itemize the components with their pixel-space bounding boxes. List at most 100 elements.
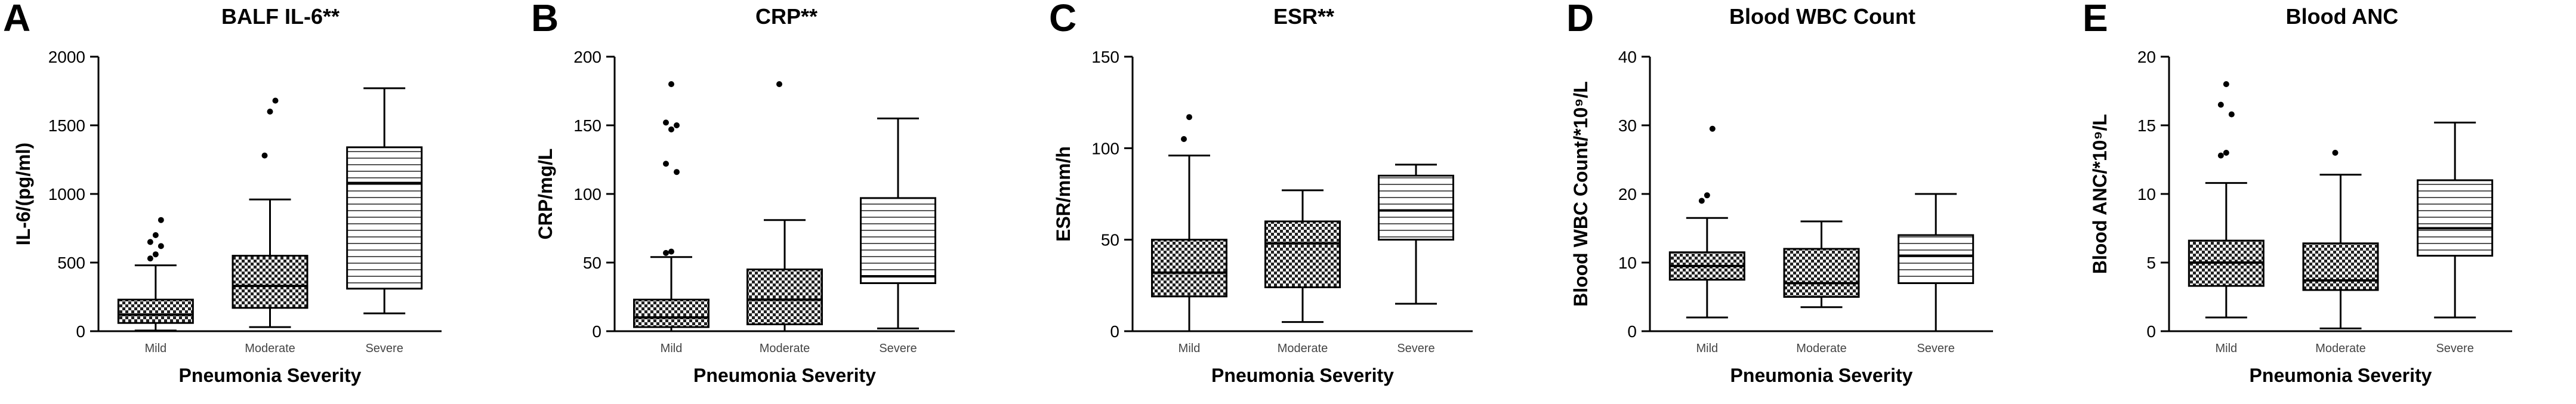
y-tick-label: 0 xyxy=(592,322,601,341)
outlier-point xyxy=(663,119,669,126)
x-axis-title: Pneumonia Severity xyxy=(693,365,876,386)
y-tick-label: 5 xyxy=(2146,254,2156,272)
category-label: Severe xyxy=(2436,342,2473,355)
y-tick-label: 10 xyxy=(1618,254,1637,272)
box-body xyxy=(1151,239,1227,298)
outlier-point xyxy=(1709,125,1716,132)
box-mild xyxy=(1151,114,1227,332)
category-label: Mild xyxy=(1696,342,1718,355)
outlier-point xyxy=(674,122,680,128)
y-axis-title: CRP/mg/L xyxy=(535,149,556,240)
outlier-point xyxy=(158,243,164,249)
panel-title: BALF IL-6** xyxy=(221,4,340,29)
outlier-point xyxy=(1704,192,1710,199)
y-tick-label: 0 xyxy=(76,322,85,341)
box-severe xyxy=(860,118,936,329)
y-tick-label: 0 xyxy=(2146,322,2156,341)
outlier-point xyxy=(267,109,273,115)
outlier-point xyxy=(2228,111,2235,118)
panel-d: D Blood WBC Count 0 10 20 30 40 Blood WBC Count… xyxy=(1566,0,1993,386)
box-moderate xyxy=(2302,150,2379,329)
outlier-point xyxy=(147,239,153,245)
outlier-point xyxy=(152,251,159,258)
y-tick-label: 10 xyxy=(2137,185,2156,203)
y-tick-label: 30 xyxy=(1618,116,1637,135)
panel-letter: D xyxy=(1566,0,1594,39)
box-moderate xyxy=(232,97,308,328)
y-tick-label: 2000 xyxy=(48,48,85,66)
outlier-point xyxy=(152,232,159,238)
y-tick-label: 0 xyxy=(1627,322,1637,341)
y-tick-label: 20 xyxy=(1618,185,1637,203)
box-body xyxy=(633,298,709,328)
box-body xyxy=(1264,220,1341,288)
box-body xyxy=(860,197,936,284)
y-tick-label: 50 xyxy=(1101,231,1119,249)
box-severe xyxy=(346,87,423,314)
box-mild xyxy=(1668,125,1745,319)
y-axis-title: IL-6/(pg/ml) xyxy=(13,143,34,245)
category-label: Moderate xyxy=(760,342,810,355)
y-tick-label: 500 xyxy=(57,254,85,272)
panel-c: C ESR** 0 50 100 150 ESR/mm/h Pneumonia Severit… xyxy=(1049,0,1473,386)
y-tick-label: 150 xyxy=(573,116,601,135)
category-label: Moderate xyxy=(245,342,295,355)
box-body xyxy=(232,255,308,309)
y-tick-label: 1500 xyxy=(48,116,85,135)
box-mild xyxy=(633,81,709,332)
outlier-point xyxy=(663,249,669,256)
box-body xyxy=(2417,179,2494,257)
y-tick-label: 0 xyxy=(1110,322,1119,341)
outlier-point xyxy=(2217,101,2224,108)
category-label: Severe xyxy=(879,342,917,355)
box-body xyxy=(746,269,823,325)
box-body xyxy=(346,146,423,290)
category-label: Severe xyxy=(365,342,403,355)
y-axis-title: Blood ANC/*10⁹/L xyxy=(2089,114,2111,274)
y-tick-label: 50 xyxy=(583,254,601,272)
panel-letter: A xyxy=(3,0,30,39)
category-label: Severe xyxy=(1397,342,1434,355)
y-tick-label: 1000 xyxy=(48,185,85,203)
outlier-point xyxy=(668,81,674,87)
y-tick-label: 15 xyxy=(2137,116,2156,135)
panel-letter: B xyxy=(531,0,559,39)
outlier-point xyxy=(1181,136,1187,142)
outlier-point xyxy=(2223,81,2229,87)
outlier-point xyxy=(776,81,782,87)
x-axis-title: Pneumonia Severity xyxy=(1730,365,1913,386)
y-tick-label: 100 xyxy=(1091,139,1119,158)
outlier-point xyxy=(1186,114,1192,121)
box-body xyxy=(2302,242,2379,291)
x-axis-title: Pneumonia Severity xyxy=(2250,365,2432,386)
box-body xyxy=(1898,234,1975,284)
x-axis-title: Pneumonia Severity xyxy=(179,365,362,386)
outlier-point xyxy=(261,152,268,159)
y-tick-label: 40 xyxy=(1618,48,1637,66)
panel-a: A BALF IL-6** 0 500 1000 1500 2000 IL-6/(pg/ml)… xyxy=(3,0,442,386)
box-body xyxy=(1783,248,1860,298)
outlier-point xyxy=(674,169,680,175)
y-tick-label: 200 xyxy=(573,48,601,66)
panel-b: B CRP** 0 50 100 150 200 CRP/mg/L Pneumonia Seve… xyxy=(531,0,955,386)
category-label: Mild xyxy=(1179,342,1201,355)
box-body xyxy=(1378,174,1454,241)
y-axis-title: ESR/mm/h xyxy=(1053,146,1074,242)
y-tick-label: 100 xyxy=(573,185,601,203)
x-axis-title: Pneumonia Severity xyxy=(1211,365,1394,386)
box-severe xyxy=(2417,121,2494,319)
y-tick-label: 150 xyxy=(1091,48,1119,66)
box-moderate xyxy=(1783,220,1860,309)
box-mild xyxy=(2188,81,2265,319)
outlier-point xyxy=(2217,152,2224,159)
outlier-point xyxy=(1698,198,1705,204)
box-body xyxy=(117,298,194,324)
category-label: Mild xyxy=(144,342,166,355)
category-label: Moderate xyxy=(1796,342,1847,355)
panel-title: CRP** xyxy=(755,4,817,29)
category-label: Moderate xyxy=(1278,342,1328,355)
panel-letter: E xyxy=(2083,0,2108,39)
outlier-point xyxy=(668,248,674,255)
box-severe xyxy=(1378,164,1454,305)
panel-title: ESR** xyxy=(1273,4,1334,29)
